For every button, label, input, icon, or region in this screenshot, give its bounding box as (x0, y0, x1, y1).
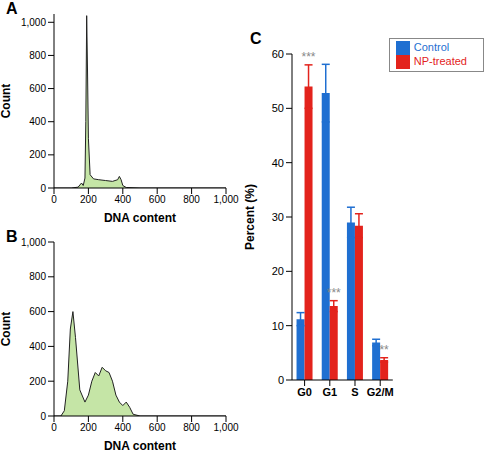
svg-text:800: 800 (183, 194, 200, 205)
svg-text:0: 0 (40, 183, 46, 194)
svg-text:**: ** (379, 343, 389, 357)
html-text:NP-treated: NP-treated (413, 55, 467, 68)
svg-text:1,000: 1,000 (213, 422, 238, 433)
svg-text:800: 800 (29, 271, 46, 282)
svg-text:Count: Count (8, 312, 13, 347)
svg-text:40: 40 (272, 157, 284, 169)
svg-text:600: 600 (149, 194, 166, 205)
svg-text:S: S (351, 386, 358, 398)
html-text:B: B (6, 228, 18, 245)
svg-text:60: 60 (272, 48, 284, 60)
svg-text:Count: Count (8, 84, 13, 119)
svg-text:400: 400 (29, 341, 46, 352)
svg-text:400: 400 (114, 194, 131, 205)
svg-text:200: 200 (80, 194, 97, 205)
svg-text:400: 400 (114, 422, 131, 433)
svg-text:0: 0 (278, 374, 284, 386)
svg-text:DNA content: DNA content (104, 211, 176, 225)
svg-text:200: 200 (80, 422, 97, 433)
svg-text:800: 800 (29, 50, 46, 61)
svg-text:1,000: 1,000 (21, 17, 46, 28)
svg-text:800: 800 (183, 422, 200, 433)
svg-text:Percent (%): Percent (%) (243, 184, 257, 250)
html-text:Control: Control (413, 41, 450, 53)
svg-text:DNA content: DNA content (104, 439, 176, 453)
svg-text:600: 600 (149, 422, 166, 433)
svg-text:G2/M: G2/M (367, 386, 394, 398)
svg-text:400: 400 (29, 116, 46, 127)
svg-text:0: 0 (51, 194, 57, 205)
html-text:A: A (6, 0, 18, 17)
svg-text:1,000: 1,000 (213, 194, 238, 205)
svg-text:0: 0 (40, 411, 46, 422)
svg-text:10: 10 (272, 320, 284, 332)
svg-text:200: 200 (29, 376, 46, 387)
svg-text:30: 30 (272, 211, 284, 223)
html-text:C: C (250, 30, 262, 47)
svg-text:200: 200 (29, 149, 46, 160)
svg-text:50: 50 (272, 102, 284, 114)
svg-text:***: *** (302, 50, 316, 64)
svg-text:G0: G0 (297, 386, 312, 398)
svg-text:20: 20 (272, 265, 284, 277)
svg-text:0: 0 (51, 422, 57, 433)
svg-text:G1: G1 (322, 386, 337, 398)
svg-text:***: *** (327, 286, 341, 300)
svg-text:1,000: 1,000 (21, 237, 46, 248)
svg-text:600: 600 (29, 83, 46, 94)
svg-text:600: 600 (29, 306, 46, 317)
